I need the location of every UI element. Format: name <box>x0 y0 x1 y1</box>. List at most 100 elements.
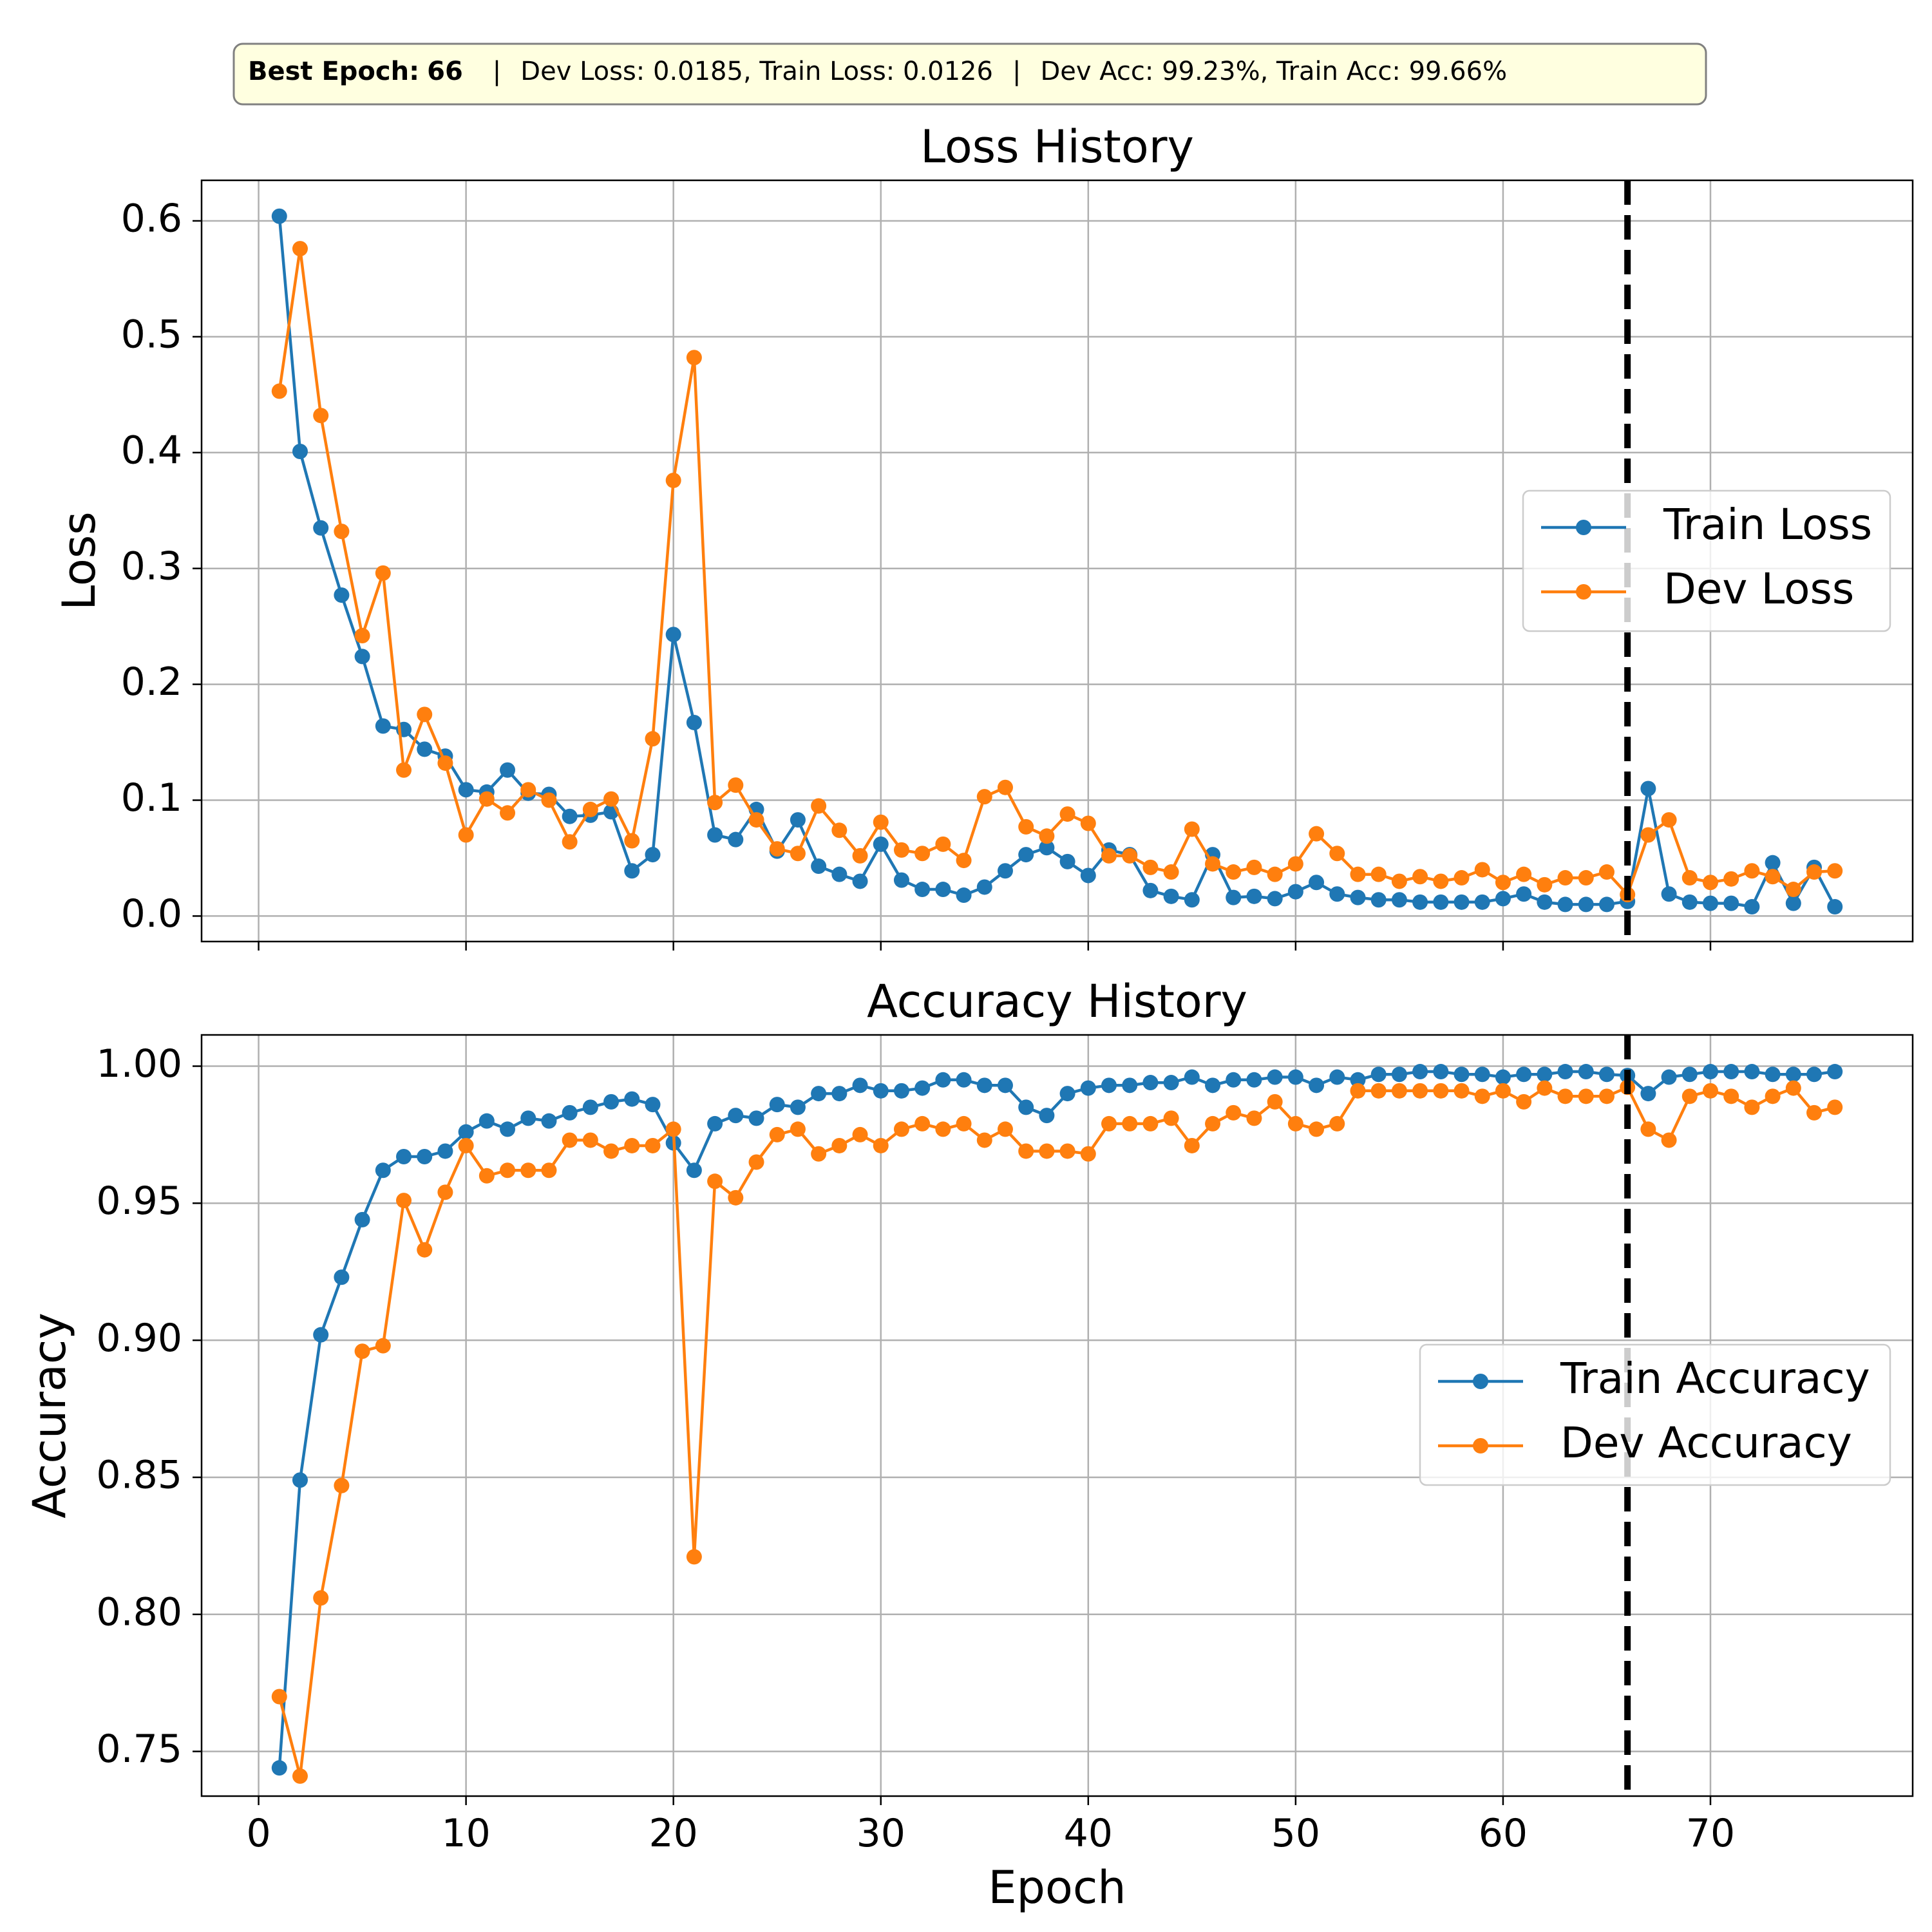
train-accuracy-point <box>1370 1066 1387 1083</box>
dev-loss-point <box>893 842 909 858</box>
train-accuracy-point <box>1101 1077 1117 1094</box>
dev-loss-point <box>1495 875 1511 891</box>
train-accuracy-point <box>624 1091 640 1107</box>
dev-loss-point <box>1433 873 1449 889</box>
train-accuracy-point <box>1495 1069 1511 1085</box>
accuracy-x-tick-label: 60 <box>1479 1811 1528 1856</box>
dev-accuracy-point <box>1681 1088 1698 1104</box>
dev-loss-point <box>1059 806 1075 822</box>
train-loss-point <box>1537 894 1553 910</box>
train-accuracy-point <box>603 1094 620 1110</box>
train-accuracy-point <box>1267 1069 1283 1085</box>
accuracy-x-tick-label: 50 <box>1271 1811 1320 1856</box>
dev-loss-point <box>1205 856 1221 872</box>
dev-accuracy-point <box>1702 1083 1718 1099</box>
train-accuracy-point <box>645 1097 661 1113</box>
accuracy-y-tick-label: 0.95 <box>96 1179 182 1224</box>
train-accuracy-point <box>852 1077 868 1094</box>
dev-loss-point <box>852 848 868 864</box>
dev-loss-point <box>1557 870 1573 886</box>
dev-accuracy-point <box>645 1137 661 1153</box>
banner-loss-stats: Dev Loss: 0.0185, Train Loss: 0.0126 <box>520 57 993 86</box>
train-loss-point <box>1433 894 1449 910</box>
dev-accuracy-point <box>562 1132 578 1148</box>
train-loss-point <box>458 782 474 798</box>
dev-accuracy-point <box>1287 1115 1303 1132</box>
dev-loss-point <box>1080 815 1096 831</box>
dev-accuracy-point <box>976 1132 992 1148</box>
dev-loss-point <box>1578 870 1594 886</box>
dev-loss-point <box>396 762 412 778</box>
dev-loss-point <box>956 853 972 869</box>
accuracy-x-tick-label: 40 <box>1064 1811 1113 1856</box>
train-loss-point <box>1785 895 1801 911</box>
train-loss-point <box>1681 894 1698 910</box>
train-loss-point <box>1287 884 1303 900</box>
train-loss-legend-marker <box>1576 520 1591 535</box>
dev-accuracy-point <box>354 1343 370 1359</box>
dev-loss-legend-marker <box>1576 584 1591 600</box>
dev-loss-point <box>271 383 287 399</box>
dev-loss-point <box>1765 869 1781 885</box>
train-accuracy-point <box>417 1148 433 1164</box>
dev-accuracy-point <box>437 1184 453 1200</box>
dev-loss-point <box>976 789 992 805</box>
dev-loss-legend-label: Dev Loss <box>1663 564 1854 614</box>
train-accuracy-point <box>500 1121 516 1137</box>
train-loss-point <box>1142 882 1159 898</box>
dev-loss-point <box>665 472 681 488</box>
accuracy-ticks: 0 10 20 30 40 50 60 70 0.75 0.80 0.85 0.90 0.95 1.00 <box>96 1041 1735 1856</box>
train-loss-point <box>1267 891 1283 907</box>
dev-loss-point <box>707 795 723 811</box>
train-loss-point <box>893 872 909 888</box>
train-loss-point <box>1329 886 1345 902</box>
train-loss-point <box>811 858 827 875</box>
loss-legend: Train Loss Dev Loss <box>1522 489 1891 632</box>
dev-loss-point <box>1681 870 1698 886</box>
accuracy-y-tick-label: 1.00 <box>96 1041 182 1086</box>
dev-accuracy-point <box>1765 1088 1781 1104</box>
dev-accuracy-point <box>603 1143 620 1159</box>
dev-accuracy-line <box>278 1086 1835 1778</box>
train-accuracy-point <box>686 1162 702 1179</box>
train-accuracy-point <box>1598 1066 1615 1083</box>
dev-accuracy-point <box>935 1121 951 1137</box>
dev-loss-point <box>1309 826 1325 842</box>
train-accuracy-point <box>1184 1069 1200 1085</box>
dev-loss-point <box>1454 870 1470 886</box>
train-loss-point <box>707 827 723 843</box>
dev-accuracy-point <box>728 1189 744 1206</box>
train-accuracy-point <box>458 1124 474 1140</box>
train-loss-point <box>1578 896 1594 913</box>
dev-accuracy-point <box>831 1137 848 1153</box>
dev-loss-point <box>728 777 744 793</box>
loss-y-tick-label: 0.5 <box>121 312 182 357</box>
train-loss-legend-label: Train Loss <box>1663 500 1872 549</box>
dev-accuracy-point <box>1018 1143 1034 1159</box>
dev-accuracy-point <box>417 1242 433 1258</box>
train-loss-point <box>976 879 992 895</box>
dev-loss-point <box>437 755 453 771</box>
train-loss-point <box>313 520 329 536</box>
dev-loss-point <box>541 792 557 808</box>
train-accuracy-point <box>976 1077 992 1094</box>
dev-accuracy-point <box>500 1162 516 1179</box>
best-epoch-label: Best Epoch <box>248 57 409 86</box>
accuracy-x-tick-label: 10 <box>441 1811 490 1856</box>
train-loss-point <box>1080 867 1096 884</box>
train-accuracy-point <box>1578 1064 1594 1080</box>
dev-accuracy-point <box>1059 1143 1075 1159</box>
train-loss-point <box>1039 840 1055 856</box>
train-accuracy-line <box>278 1070 1835 1768</box>
dev-accuracy-point <box>811 1146 827 1162</box>
train-loss-point <box>728 831 744 848</box>
dev-loss-point <box>1329 846 1345 862</box>
train-accuracy-point <box>271 1760 287 1776</box>
dev-loss-series <box>271 241 1843 903</box>
loss-y-tick-label: 0.6 <box>121 196 182 242</box>
dev-loss-point <box>1142 859 1159 875</box>
dev-loss-point <box>1640 827 1656 843</box>
dev-loss-point <box>624 833 640 849</box>
train-loss-point <box>1765 855 1781 871</box>
train-loss-point <box>1702 895 1718 911</box>
